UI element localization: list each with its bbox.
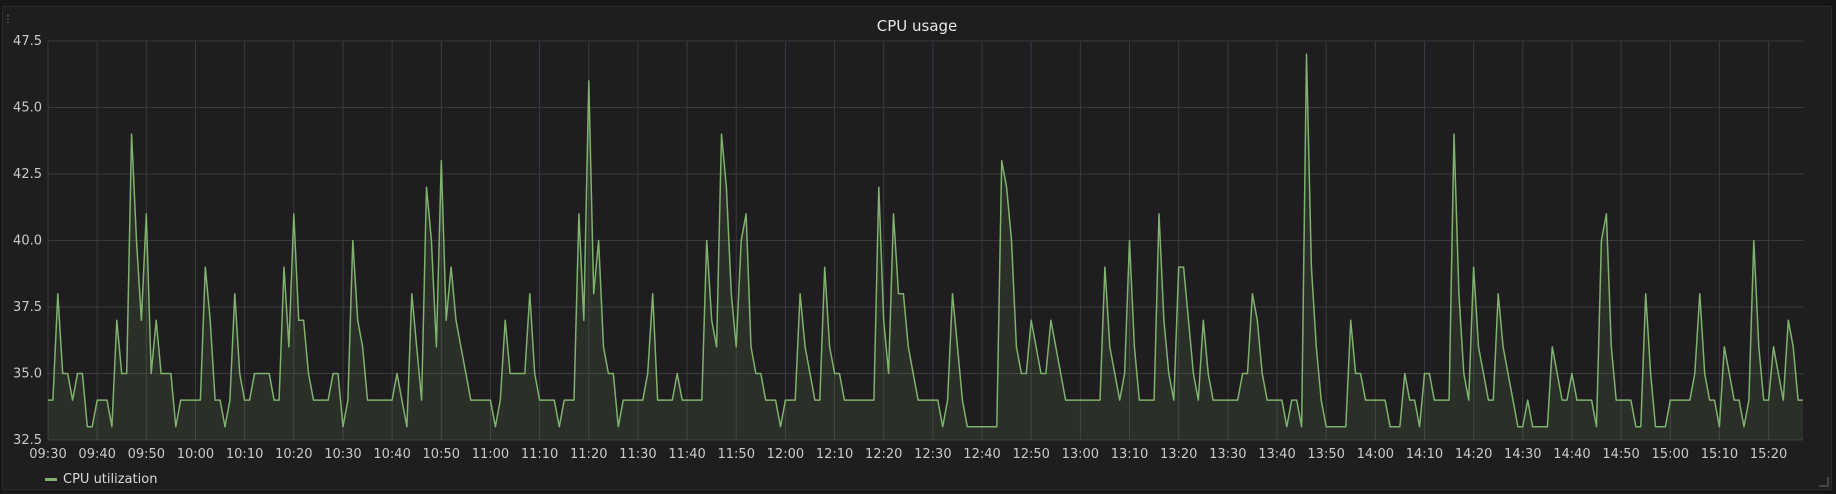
x-tick-label: 09:50: [128, 447, 165, 462]
x-tick-label: 11:50: [718, 447, 755, 462]
x-tick-label: 11:40: [668, 447, 705, 462]
x-tick-label: 13:10: [1111, 447, 1148, 462]
legend: CPU utilization: [45, 472, 157, 487]
x-tick-label: 14:40: [1553, 447, 1590, 462]
x-tick-label: 12:20: [865, 447, 902, 462]
x-tick-label: 13:30: [1209, 447, 1246, 462]
x-tick-label: 14:20: [1455, 447, 1492, 462]
x-tick-label: 10:00: [177, 447, 214, 462]
x-tick-label: 13:20: [1160, 447, 1197, 462]
x-tick-label: 12:10: [816, 447, 853, 462]
legend-item-cpu-utilization[interactable]: CPU utilization: [63, 472, 158, 487]
x-tick-label: 14:00: [1357, 447, 1394, 462]
x-tick-label: 15:00: [1652, 447, 1689, 462]
x-tick-label: 12:00: [767, 447, 804, 462]
x-tick-label: 09:30: [29, 447, 66, 462]
x-tick-label: 15:20: [1750, 447, 1787, 462]
x-tick-label: 14:10: [1406, 447, 1443, 462]
series-line-cpu-utilization: [48, 53, 1803, 428]
x-tick-label: 13:00: [1062, 447, 1099, 462]
y-tick-label: 35.0: [13, 367, 42, 382]
y-tick-label: 47.5: [13, 34, 42, 49]
x-tick-label: 12:50: [1012, 447, 1049, 462]
chart-panel: ⋮ CPU usage CPU utilization: [2, 6, 1832, 490]
x-tick-label: 11:10: [521, 447, 558, 462]
y-tick-label: 32.5: [13, 433, 42, 448]
y-tick-label: 37.5: [13, 300, 42, 315]
x-tick-label: 10:20: [275, 447, 312, 462]
y-tick-label: 40.0: [13, 234, 42, 249]
x-tick-label: 12:40: [963, 447, 1000, 462]
x-tick-label: 10:40: [373, 447, 410, 462]
x-tick-label: 11:20: [570, 447, 607, 462]
resize-handle-icon[interactable]: [1819, 477, 1829, 487]
x-tick-label: 14:50: [1602, 447, 1639, 462]
y-tick-label: 42.5: [13, 167, 42, 182]
x-tick-label: 10:50: [423, 447, 460, 462]
y-tick-label: 45.0: [13, 101, 42, 116]
panel-title[interactable]: CPU usage: [876, 17, 958, 35]
x-tick-label: 15:10: [1701, 447, 1738, 462]
x-tick-label: 10:10: [226, 447, 263, 462]
x-tick-label: 13:50: [1307, 447, 1344, 462]
series-area-cpu-utilization: [48, 54, 1803, 441]
x-tick-label: 11:30: [619, 447, 656, 462]
x-tick-label: 13:40: [1258, 447, 1295, 462]
x-tick-label: 14:30: [1504, 447, 1541, 462]
x-tick-label: 10:30: [324, 447, 361, 462]
x-tick-label: 09:40: [78, 447, 115, 462]
x-tick-label: 11:00: [472, 447, 509, 462]
legend-swatch-icon: [45, 478, 57, 481]
x-tick-label: 12:30: [914, 447, 951, 462]
